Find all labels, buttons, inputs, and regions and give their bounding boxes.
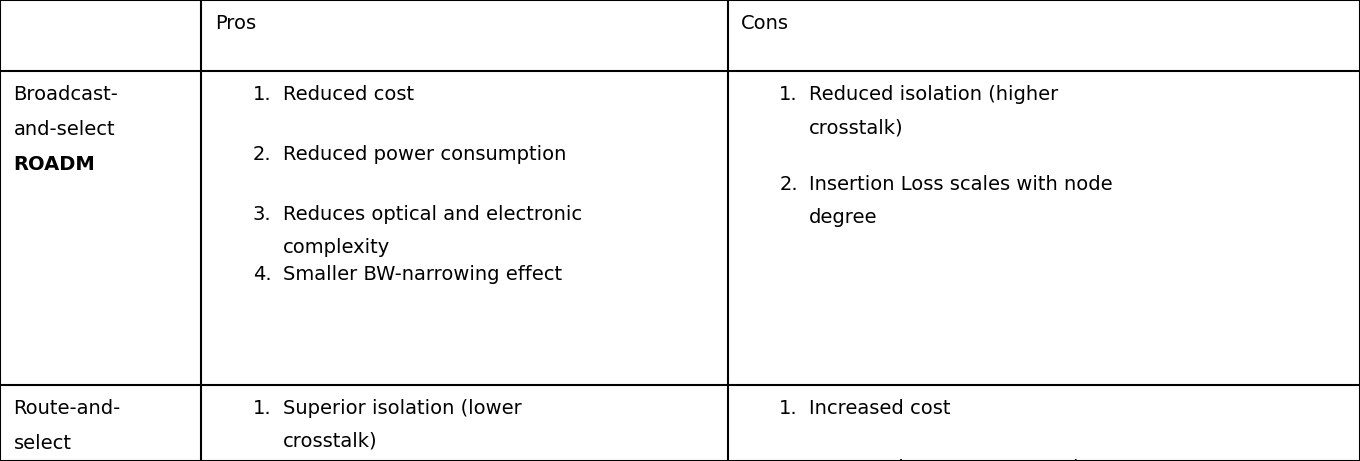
Text: Increased power consumption: Increased power consumption bbox=[809, 459, 1103, 461]
Text: Broadcast-: Broadcast- bbox=[14, 85, 118, 104]
Text: and-select: and-select bbox=[14, 120, 116, 139]
Text: Route-and-: Route-and- bbox=[14, 399, 121, 418]
Text: degree: degree bbox=[809, 208, 877, 227]
Text: Reduced power consumption: Reduced power consumption bbox=[283, 145, 566, 164]
Text: 4.: 4. bbox=[253, 265, 272, 284]
Text: Reduces optical and electronic: Reduces optical and electronic bbox=[283, 205, 582, 224]
Text: 1.: 1. bbox=[779, 85, 798, 104]
Text: 2.: 2. bbox=[779, 175, 798, 194]
Text: crosstalk): crosstalk) bbox=[283, 432, 378, 451]
Text: ROADM: ROADM bbox=[14, 155, 95, 174]
Text: Insertion Loss scales with node: Insertion Loss scales with node bbox=[809, 175, 1112, 194]
Text: 3.: 3. bbox=[253, 205, 272, 224]
Text: 2.: 2. bbox=[779, 459, 798, 461]
Text: 2.: 2. bbox=[253, 145, 272, 164]
Text: 1.: 1. bbox=[253, 85, 272, 104]
Text: Reduced isolation (higher: Reduced isolation (higher bbox=[809, 85, 1058, 104]
Text: select: select bbox=[14, 434, 72, 453]
Text: Cons: Cons bbox=[741, 14, 789, 33]
Text: complexity: complexity bbox=[283, 238, 390, 257]
Text: Reduced cost: Reduced cost bbox=[283, 85, 413, 104]
Text: Pros: Pros bbox=[215, 14, 256, 33]
Text: crosstalk): crosstalk) bbox=[809, 118, 904, 137]
Text: 1.: 1. bbox=[779, 399, 798, 418]
Text: Increased cost: Increased cost bbox=[809, 399, 951, 418]
Text: 1.: 1. bbox=[253, 399, 272, 418]
Text: Smaller BW-narrowing effect: Smaller BW-narrowing effect bbox=[283, 265, 562, 284]
Text: Superior isolation (lower: Superior isolation (lower bbox=[283, 399, 522, 418]
